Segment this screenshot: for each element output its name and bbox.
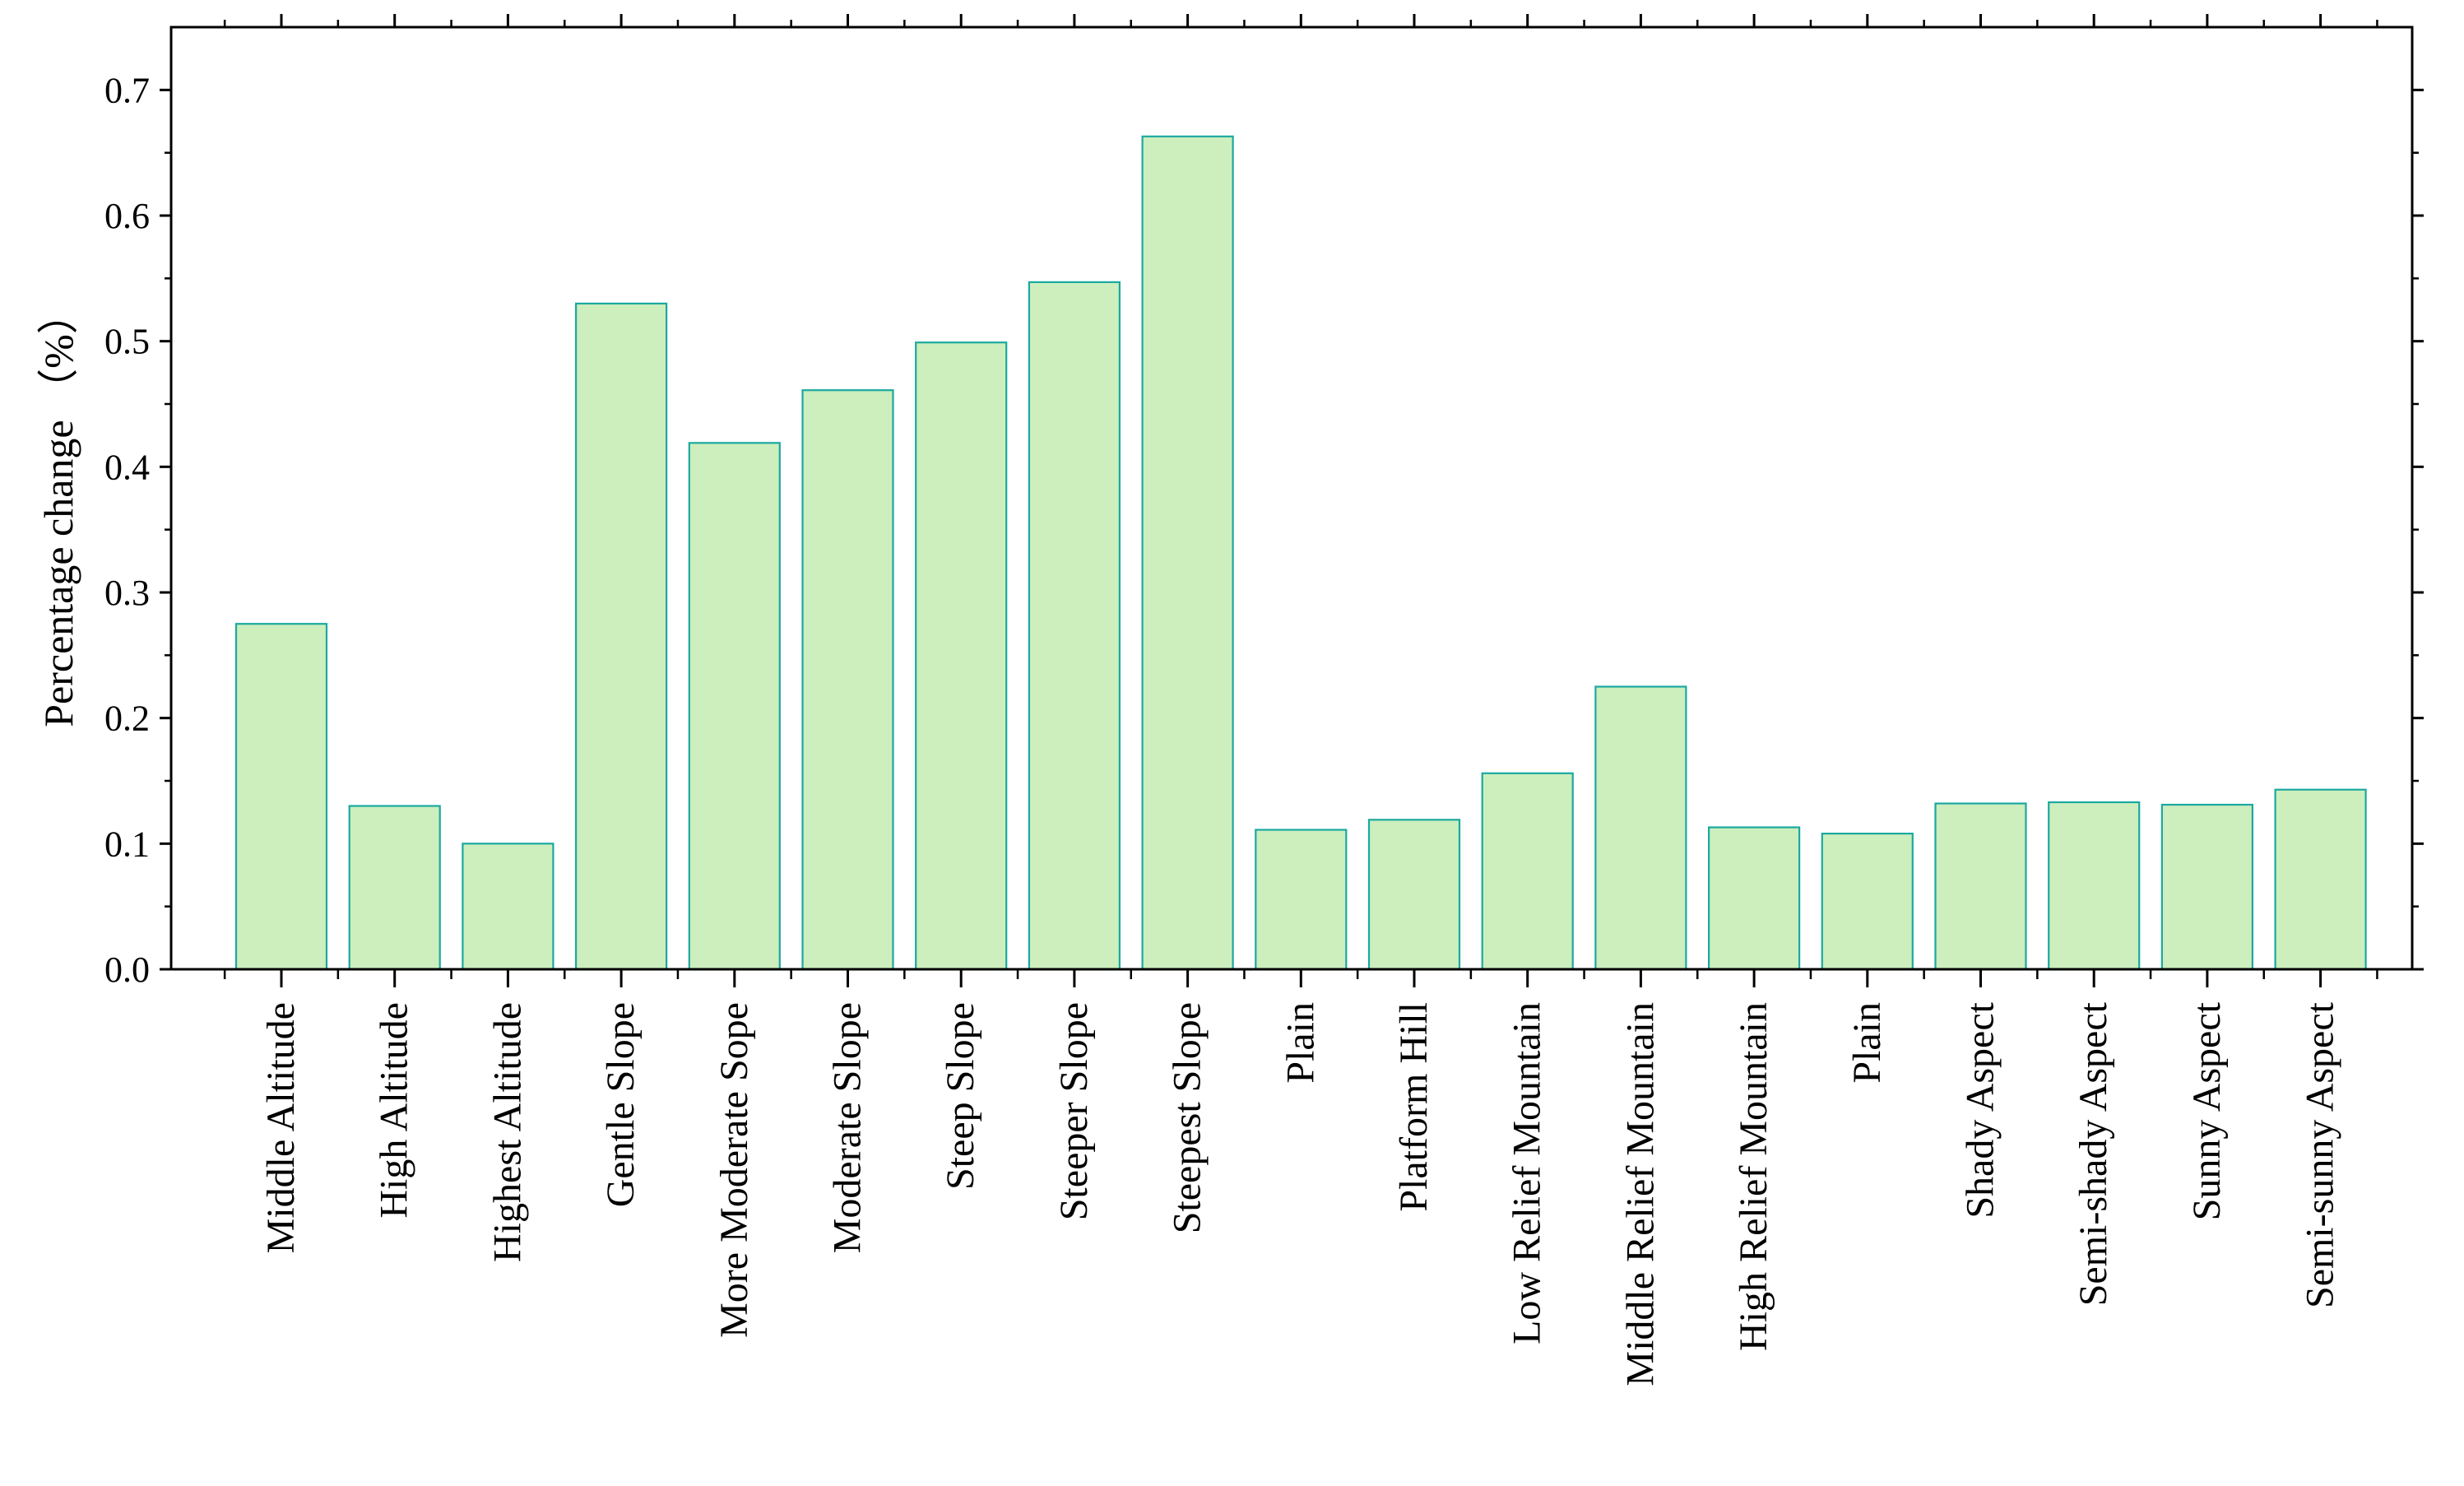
y-tick-label: 0.6 [104, 196, 150, 236]
x-category-label: Plain [1278, 1002, 1322, 1084]
bar [1934, 802, 2027, 971]
x-category-label: Gentle Slope [599, 1002, 643, 1207]
bar [915, 341, 1008, 971]
x-category-label: High Relief Mountain [1732, 1002, 1775, 1351]
bar [234, 623, 328, 971]
y-tick-label: 0.3 [104, 573, 150, 613]
x-category-label: Semi-shady Aspect [2072, 1001, 2115, 1306]
y-tick-label: 0.7 [104, 70, 150, 110]
y-tick-label: 0.4 [104, 447, 150, 487]
x-category-label: Low Relief Mountain [1506, 1002, 1549, 1344]
bar [1708, 826, 1801, 971]
bar [1594, 685, 1687, 971]
bar [348, 805, 441, 971]
y-tick-label: 0.2 [104, 699, 150, 739]
bar [574, 302, 668, 971]
x-category-label: Steeper Slope [1052, 1002, 1096, 1220]
y-tick-label: 0.5 [104, 322, 150, 362]
x-category-label: Platform Hill [1392, 1002, 1436, 1212]
x-category-label: Steepest Slope [1166, 1002, 1209, 1233]
bar [1255, 829, 1348, 971]
bar [2160, 803, 2253, 971]
bars-layer [234, 135, 2367, 971]
y-axis-title: Percentage change （%） [35, 293, 81, 727]
x-category-label: Steep Slope [939, 1002, 982, 1190]
x-category-label: Highest Altitude [485, 1002, 529, 1262]
x-category-label: Sunny Aspect [2185, 1001, 2229, 1220]
y-tick-label: 0.0 [104, 950, 150, 990]
axes-layer [160, 14, 2424, 987]
x-category-label: Middle Altitude [259, 1002, 303, 1253]
plot-frame [169, 26, 2414, 971]
bar [1821, 832, 1914, 971]
bar [2048, 801, 2141, 971]
x-category-label: Shady Aspect [1959, 1001, 2002, 1218]
bar [1481, 772, 1574, 971]
labels-layer: 0.0 0.1 0.2 0.3 0.4 0.5 0.6 0.7 Middle Altitude H… [104, 70, 2342, 1386]
bar [688, 442, 781, 971]
bar [1367, 819, 1461, 971]
bar [801, 389, 894, 971]
bar [462, 843, 555, 971]
bar [1028, 281, 1121, 971]
bar [1141, 135, 1234, 971]
x-category-label: Middle Relief Mountain [1618, 1002, 1662, 1386]
x-category-label: Moderate Slope [826, 1002, 870, 1253]
x-category-label: Semi-sunny Aspect [2299, 1001, 2342, 1308]
x-category-label: High Altitude [373, 1002, 416, 1219]
x-category-label: More Moderate Sope [712, 1002, 756, 1338]
y-tick-label: 0.1 [104, 824, 150, 864]
bar [2274, 788, 2367, 971]
x-category-label: Plain [1845, 1002, 1889, 1084]
